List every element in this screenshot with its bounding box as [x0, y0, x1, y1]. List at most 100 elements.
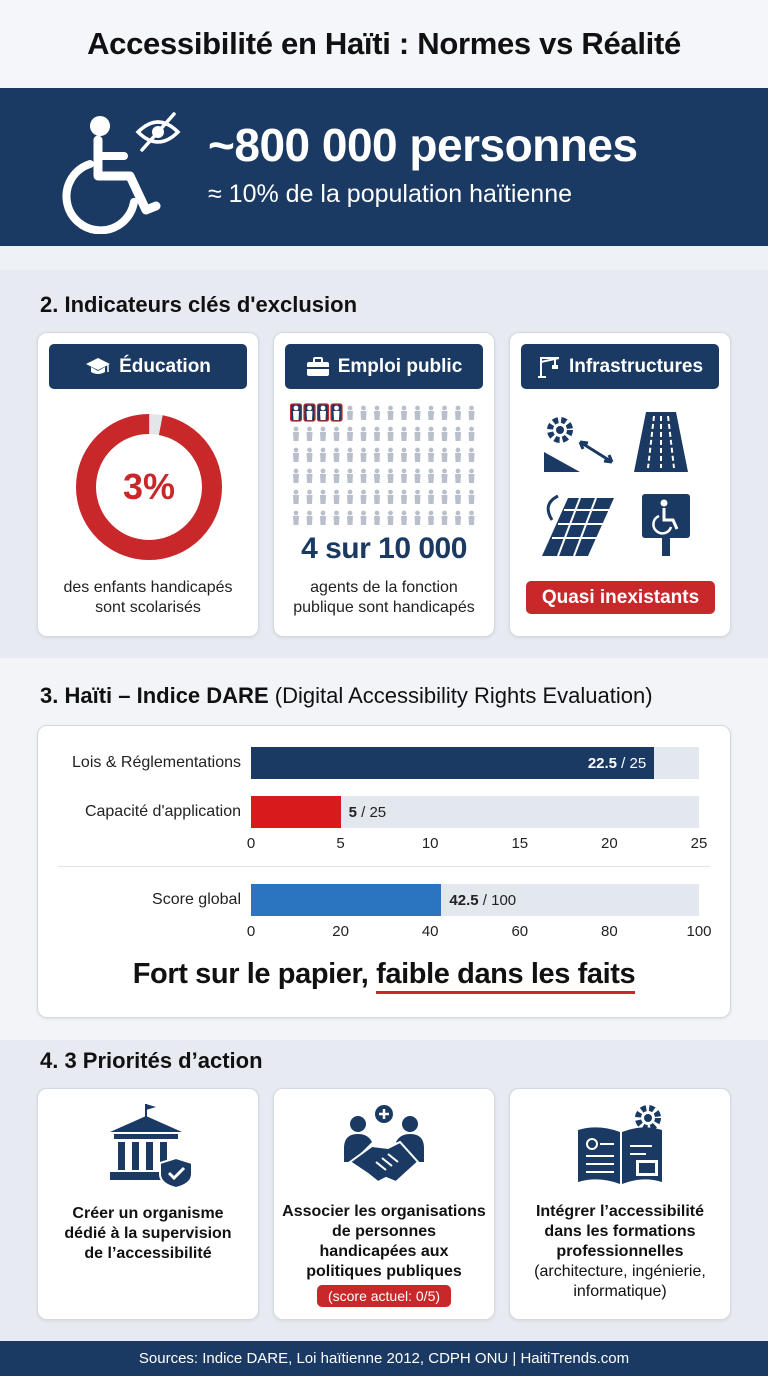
person-icon	[360, 468, 367, 483]
bar-value-label: 5 / 25	[348, 804, 387, 821]
person-icon	[320, 447, 326, 462]
priority-2-text: Associer les organisations de personnes ha…	[282, 1203, 486, 1280]
slogan-emphasis: faible dans les faits	[376, 958, 636, 994]
person-icon	[333, 447, 340, 462]
person-icon	[428, 489, 434, 504]
person-icon	[455, 447, 461, 462]
person-icon	[320, 510, 326, 525]
person-icon	[374, 489, 380, 504]
person-icon	[333, 426, 340, 441]
person-icon	[387, 510, 394, 525]
person-icon	[414, 489, 421, 504]
person-icon	[306, 510, 313, 525]
dare-subscores-chart: Lois & Réglementations 22.5 / 25 Capacité …	[37, 725, 731, 855]
employment-value: 4 sur 10 000	[301, 532, 467, 565]
person-icon	[360, 489, 367, 504]
axis-tick-label: 10	[421, 835, 439, 852]
people-grid	[290, 403, 475, 525]
axis-tick-label: 0	[246, 835, 256, 852]
education-pill: Éducation	[49, 344, 247, 389]
person-highlight-icon	[316, 403, 330, 422]
axis-tick-label: 25	[690, 835, 708, 852]
bar-track	[251, 796, 699, 828]
bar-category-label: Capacité d'application	[84, 803, 241, 820]
chart-divider	[58, 866, 710, 867]
person-icon	[428, 510, 434, 525]
person-icon	[360, 510, 367, 525]
person-icon	[401, 510, 407, 525]
person-icon	[428, 447, 434, 462]
bar	[251, 884, 442, 916]
government-building-icon	[110, 1104, 193, 1188]
crosswalk-icon	[542, 494, 614, 557]
priority-card-3	[509, 1088, 731, 1320]
section2-title: 2. Indicateurs clés d'exclusion	[40, 292, 358, 317]
education-value: 3%	[122, 466, 176, 507]
person-icon	[306, 426, 313, 441]
book-gear-icon	[578, 1105, 662, 1184]
person-icon	[293, 489, 299, 504]
person-icon	[347, 426, 353, 441]
person-icon	[468, 468, 475, 483]
road-icon	[634, 412, 688, 472]
person-icon	[401, 405, 407, 420]
employment-caption: agents de la fonction publique sont handi…	[293, 579, 475, 616]
population-subline: ≈ 10% de la population haïtienne	[208, 180, 573, 208]
infrastructure-pill: Infrastructures	[521, 344, 719, 389]
bar-value-label: 22.5 / 25	[587, 755, 647, 772]
person-icon	[387, 426, 394, 441]
dare-global-chart: Score global 42.5 / 100 0 20 40 60 80 100	[37, 870, 731, 950]
eye-slash-icon	[135, 112, 181, 152]
person-highlight-icon	[303, 403, 316, 422]
person-icon	[428, 468, 434, 483]
axis-tick-label: 20	[332, 923, 349, 940]
crane-icon	[537, 356, 560, 378]
person-icon	[468, 510, 475, 525]
dare-slogan: Fort sur le papier, faible dans les fait…	[37, 958, 731, 994]
person-icon	[468, 489, 475, 504]
person-icon	[374, 510, 380, 525]
person-icon	[374, 447, 380, 462]
person-icon	[374, 468, 380, 483]
person-icon	[333, 489, 340, 504]
person-icon	[387, 489, 394, 504]
person-icon	[414, 405, 421, 420]
handshake-icon	[344, 1105, 424, 1184]
person-icon	[360, 426, 367, 441]
briefcase-icon	[306, 356, 329, 376]
person-icon	[441, 468, 448, 483]
bar-category-label: Score global	[152, 891, 241, 908]
axis-tick-label: 100	[686, 923, 712, 940]
wheelchair-icon	[62, 116, 161, 234]
section4-title: 4. 3 Priorités d’action	[40, 1048, 263, 1073]
person-icon	[401, 489, 407, 504]
graduation-cap-icon	[86, 357, 111, 374]
axis-tick-label: 60	[511, 923, 529, 940]
priority-1-text: Créer un organisme dédié à la supervision…	[64, 1205, 232, 1262]
person-icon	[441, 510, 448, 525]
bar-track	[251, 884, 699, 916]
bar-track	[251, 747, 699, 779]
infrastructure-badge: Quasi inexistants	[526, 581, 715, 614]
education-donut	[76, 414, 222, 560]
person-icon	[306, 489, 313, 504]
person-icon	[401, 426, 407, 441]
person-icon	[441, 447, 448, 462]
person-icon	[414, 447, 421, 462]
axis-tick-label: 80	[601, 923, 618, 940]
person-icon	[347, 510, 353, 525]
person-icon	[333, 510, 340, 525]
person-icon	[306, 468, 313, 483]
population-headline: ~800 000 personnes	[208, 119, 638, 171]
person-icon	[374, 405, 380, 420]
axis-tick-label: 5	[336, 835, 345, 852]
person-icon	[441, 426, 448, 441]
person-icon	[360, 447, 367, 462]
education-caption: des enfants handicapés sont scolarisés	[63, 579, 233, 616]
infrastructure-label: Infrastructures	[568, 355, 704, 377]
person-icon	[387, 405, 394, 420]
person-icon	[333, 468, 340, 483]
person-icon	[428, 405, 434, 420]
person-icon	[320, 426, 326, 441]
person-icon	[387, 447, 394, 462]
